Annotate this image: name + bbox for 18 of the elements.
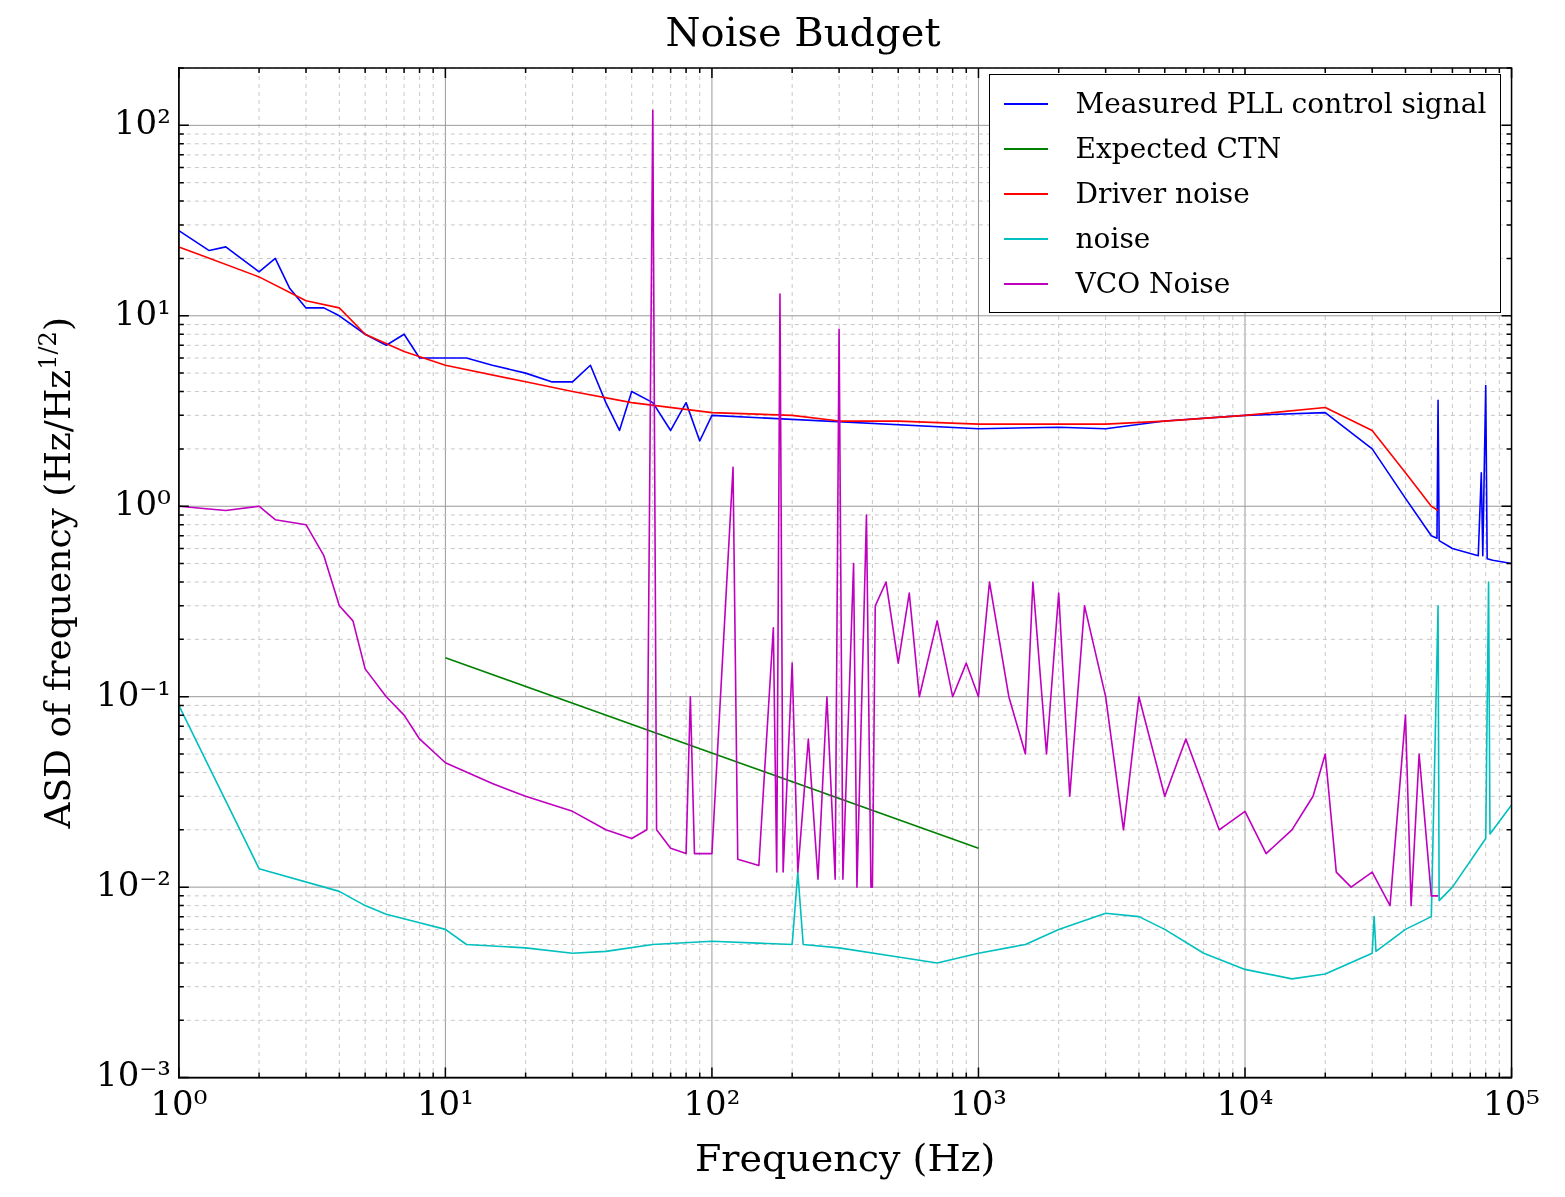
x-axis-title: Frequency (Hz) — [694, 1136, 996, 1181]
y-axis-title: ASD of frequency (Hz/Hz1/2) — [34, 317, 78, 830]
legend-label: noise — [1075, 222, 1151, 255]
legend-label: Driver noise — [1075, 177, 1250, 210]
y-tick-label: 10⁻¹ — [96, 673, 171, 714]
y-tick-label: 10¹ — [113, 292, 171, 333]
chart-title: Noise Budget — [665, 9, 941, 56]
x-tick-label: 10⁴ — [1216, 1082, 1274, 1123]
y-tick-label: 10⁻² — [96, 863, 171, 904]
legend-label: Expected CTN — [1075, 132, 1282, 165]
x-tick-label: 10² — [683, 1082, 741, 1123]
x-tick-label: 10³ — [950, 1082, 1007, 1123]
y-tick-label: 10² — [113, 102, 171, 143]
legend-label: Measured PLL control signal — [1075, 87, 1487, 120]
x-tick-label: 10¹ — [416, 1082, 474, 1123]
x-tick-label: 10⁵ — [1483, 1082, 1541, 1123]
y-tick-label: 10⁰ — [113, 483, 171, 524]
legend-label: VCO Noise — [1075, 267, 1231, 300]
